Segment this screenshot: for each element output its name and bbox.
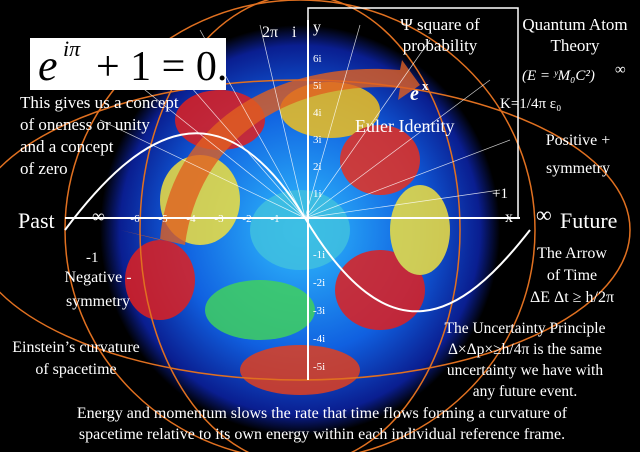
imag-tick-label: 3i bbox=[313, 134, 322, 146]
axis-future: Future bbox=[560, 208, 617, 233]
euler-label: Euler Identity bbox=[355, 116, 454, 136]
axis-i: i bbox=[292, 24, 297, 41]
quantum-formula: (E = ʸM₀C²) bbox=[522, 68, 595, 84]
real-tick-label: -3 bbox=[214, 213, 224, 225]
note-text: This gives us a concept bbox=[20, 93, 179, 112]
real-tick-label: -4 bbox=[186, 213, 196, 225]
arrow-of-time-text: of Time bbox=[547, 267, 597, 284]
real-tick-label: -2 bbox=[242, 213, 251, 225]
imag-tick-label: -3i bbox=[313, 305, 325, 317]
negative-text: Negative - bbox=[64, 269, 131, 286]
footer-text: Energy and momentum slows the rate that … bbox=[77, 405, 568, 422]
coulomb-text: K=1/4π ε₀ bbox=[500, 96, 561, 112]
einstein-text: Einstein’s curvature bbox=[12, 339, 140, 356]
negative-text: symmetry bbox=[66, 293, 130, 310]
ex-base: e bbox=[410, 83, 419, 105]
footer-text: spacetime relative to its own energy wit… bbox=[79, 426, 565, 443]
rotation-arrow bbox=[120, 60, 420, 245]
note-text: of zero bbox=[20, 159, 68, 178]
psi-text: probability bbox=[403, 36, 478, 55]
uncertainty-text: any future event. bbox=[473, 383, 578, 400]
einstein-text: of spacetime bbox=[35, 361, 116, 378]
real-tick-label: -1 bbox=[270, 213, 279, 225]
imag-tick-label: 2i bbox=[313, 161, 322, 173]
imag-tick-label: 4i bbox=[313, 107, 322, 119]
imag-tick-label: -2i bbox=[313, 277, 325, 289]
imag-tick-label: 1i bbox=[313, 188, 322, 200]
note-text: of oneness or unity bbox=[20, 115, 150, 134]
arrow-of-time-text: ΔE Δt ≥ h/2π bbox=[530, 289, 614, 306]
formula-base: e bbox=[38, 41, 58, 90]
imag-tick-label: -4i bbox=[313, 333, 325, 345]
quantum-infinity: ∞ bbox=[615, 62, 626, 78]
quantum-text: Quantum Atom bbox=[522, 15, 627, 34]
axis-x: x bbox=[505, 209, 513, 226]
axis-y: y bbox=[313, 19, 321, 36]
uncertainty-text: The Uncertainty Principle bbox=[445, 320, 606, 337]
formula-exponent: iπ bbox=[63, 36, 81, 61]
axis-plus-one: +1 bbox=[492, 186, 508, 202]
formula-box bbox=[30, 38, 226, 90]
imag-tick-label: -5i bbox=[313, 361, 325, 373]
axes bbox=[65, 7, 520, 380]
uncertainty-text: uncertainty we have with bbox=[447, 362, 603, 379]
imag-tick-label: 5i bbox=[313, 80, 322, 92]
quantum-text: Theory bbox=[550, 36, 600, 55]
positive-text: Positive + bbox=[546, 132, 611, 149]
note-text: and a concept bbox=[20, 137, 114, 156]
imag-tick-label: 6i bbox=[313, 53, 322, 65]
positive-text: symmetry bbox=[546, 160, 610, 177]
psi-text: Ψ square of bbox=[400, 15, 480, 34]
axis-two-pi: 2π bbox=[262, 24, 278, 41]
axis-past: Past bbox=[18, 208, 55, 233]
real-tick-label: -6 bbox=[130, 213, 140, 225]
axis-infinity: ∞ bbox=[92, 206, 105, 226]
real-tick-label: -5 bbox=[158, 213, 168, 225]
arrow-of-time-text: The Arrow bbox=[537, 245, 607, 262]
axis-infinity: ∞ bbox=[536, 202, 552, 227]
imag-tick-label: -1i bbox=[313, 249, 325, 261]
ex-exponent: x bbox=[422, 78, 429, 93]
axis-minus-one: -1 bbox=[86, 250, 99, 266]
uncertainty-text: Δ×Δp×≥h/4π is the same bbox=[448, 341, 602, 358]
formula-rest: + 1 = 0. bbox=[96, 44, 227, 90]
